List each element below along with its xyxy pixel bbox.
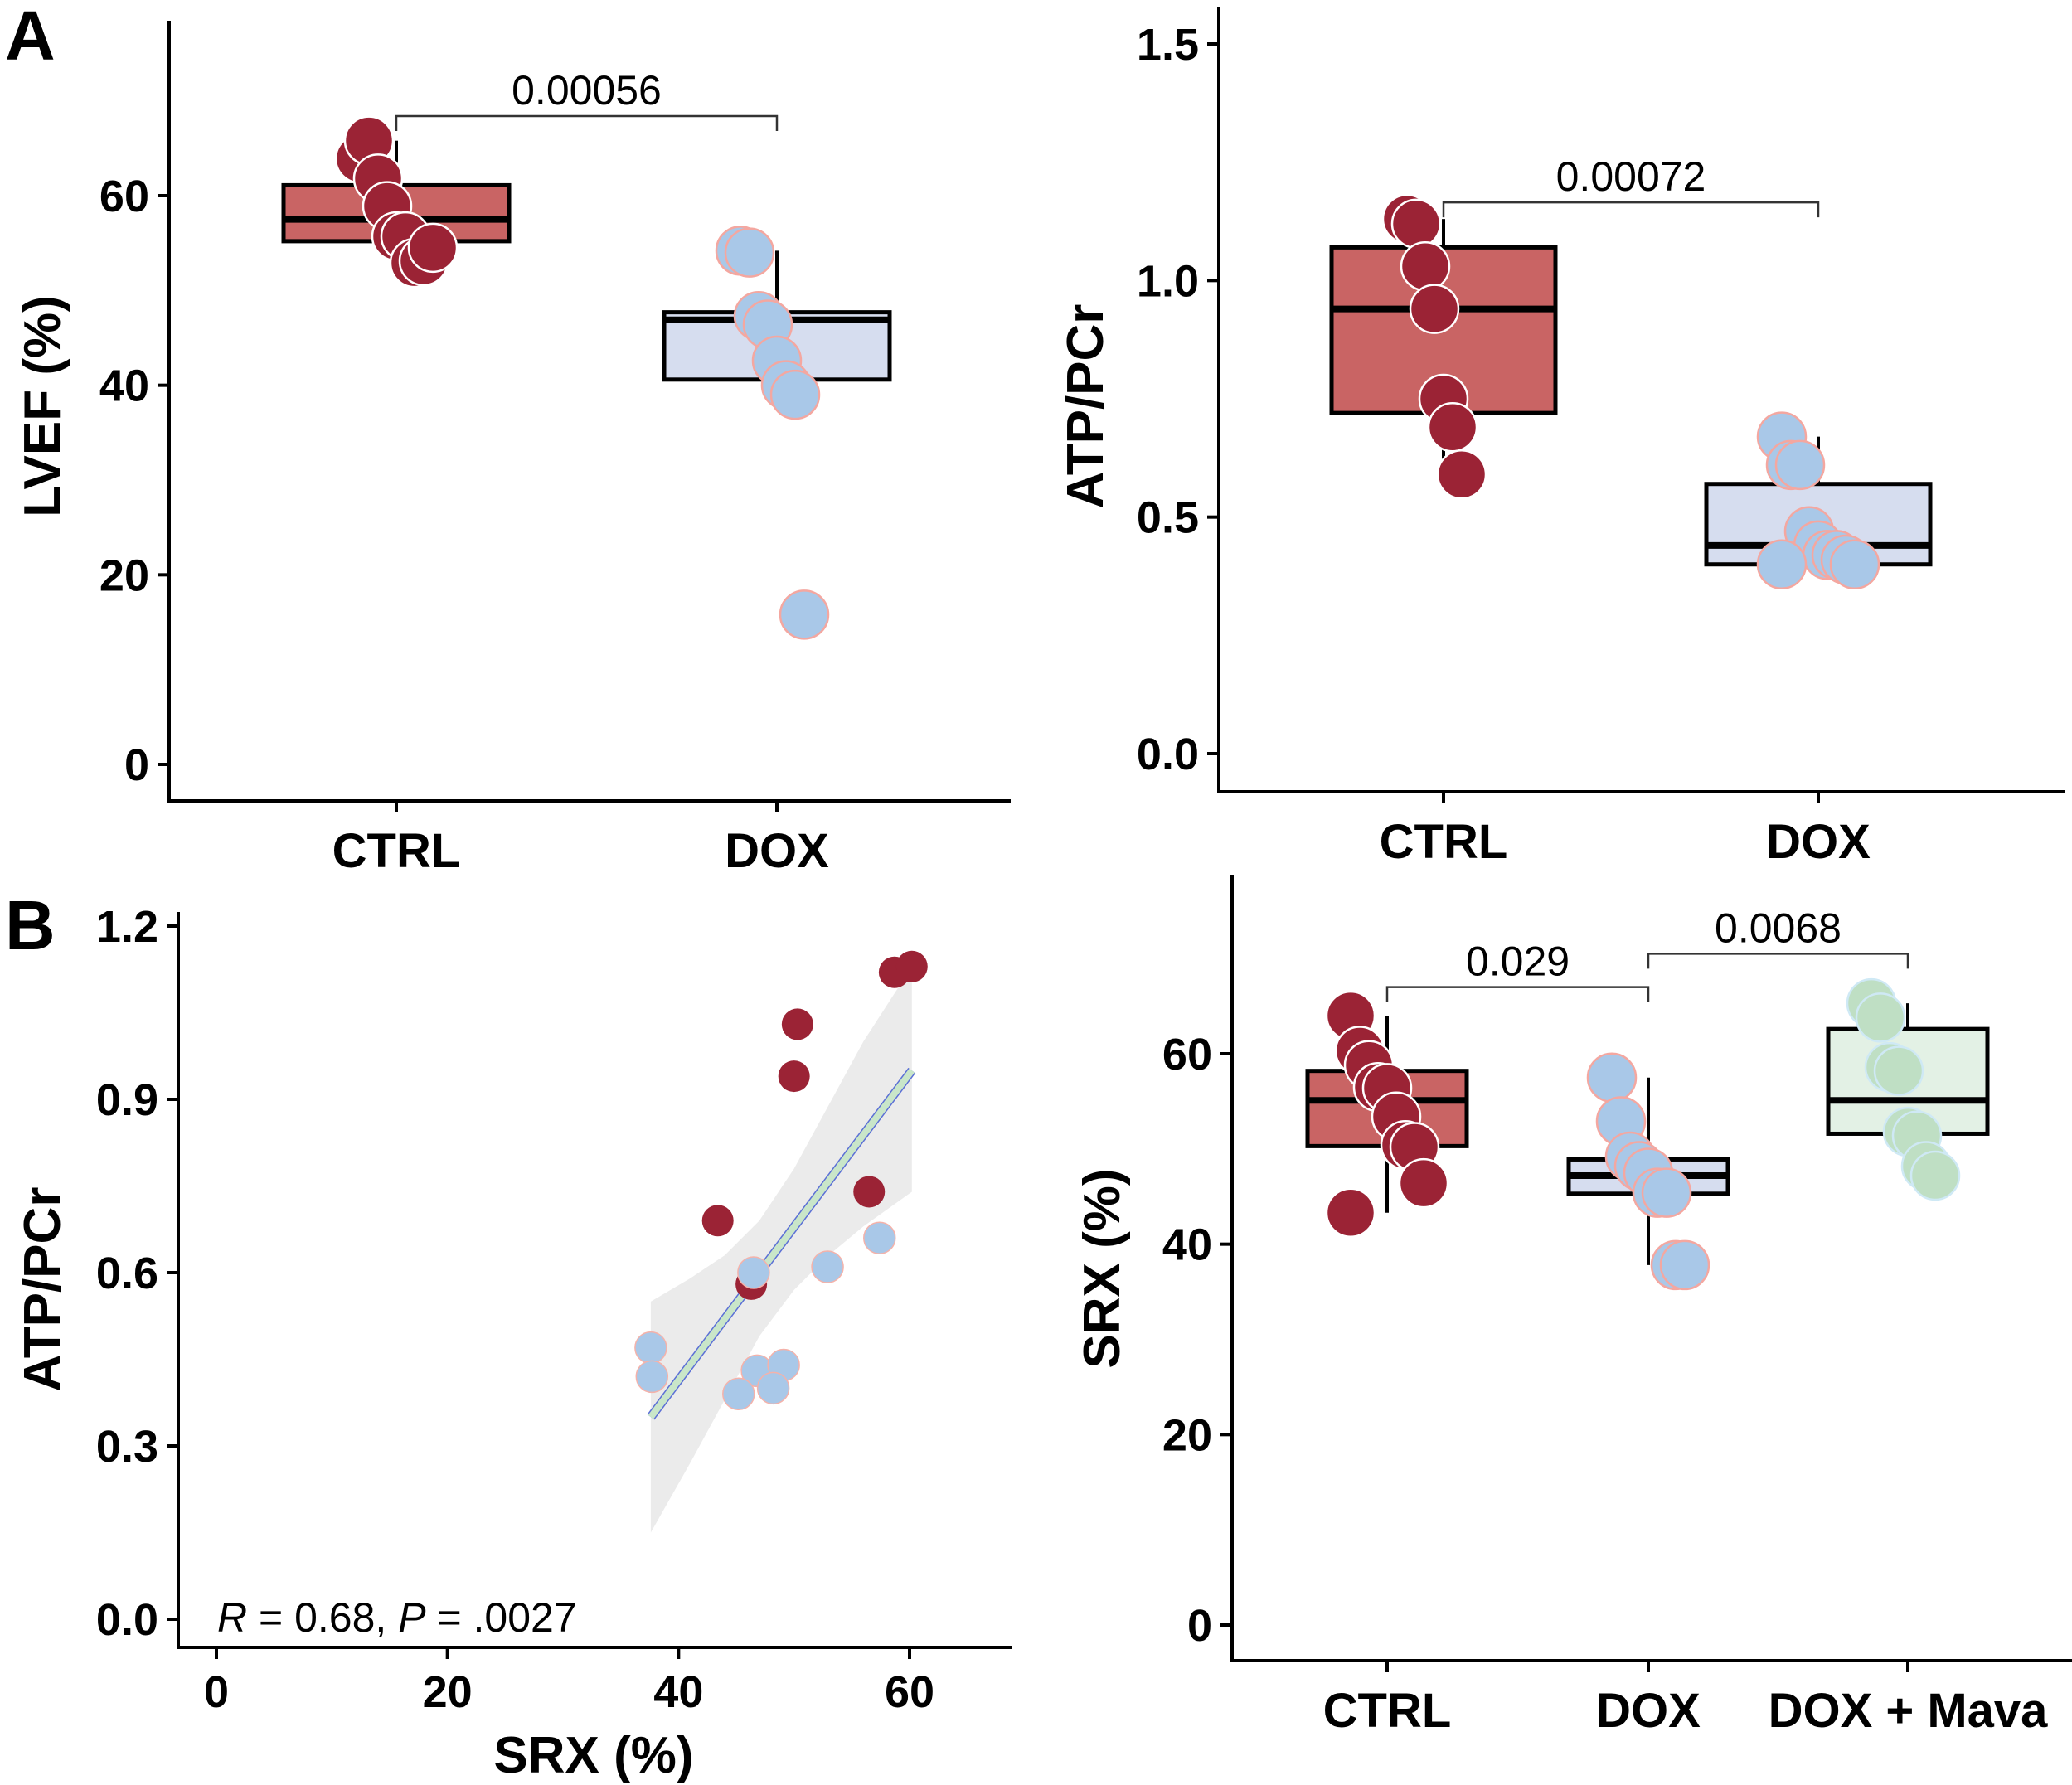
y-axis-title: ATP/PCr xyxy=(14,1187,71,1392)
scatter-point-dox xyxy=(722,1377,755,1411)
scatter-point-dox xyxy=(634,1331,667,1365)
x-tick-label: DOX + Mava xyxy=(1769,1684,2049,1738)
y-tick-label: 20 xyxy=(99,551,149,600)
y-axis-title: ATP/PCr xyxy=(1057,304,1114,509)
x-tick-label: 0 xyxy=(204,1667,229,1717)
data-point xyxy=(1427,401,1478,453)
significance-bracket xyxy=(395,114,779,131)
data-point xyxy=(1390,198,1442,250)
correlation-annotation: R = 0.68, P = .0027 xyxy=(217,1594,577,1641)
data-point xyxy=(1855,992,1906,1043)
p-value-label: 0.029 xyxy=(1466,939,1570,985)
annotation-r-label: R xyxy=(217,1594,247,1641)
y-tick-label: 1.5 xyxy=(1137,20,1199,70)
y-tick-label: 0.9 xyxy=(96,1075,158,1125)
data-point xyxy=(1774,439,1826,491)
y-tick-label: 0.0 xyxy=(1137,730,1199,779)
srx-atp-scatter: 0.0 0.3 0.6 0.9 1.2 0 20 40 60 SRX (%) ATP/PCr R = … xyxy=(14,902,1012,1784)
data-point xyxy=(1873,1045,1924,1096)
atp-pcr-boxplot: 0.0 0.5 1.0 1.5 ATP/PCr CTRL DOX 0.00072 xyxy=(1057,7,2065,869)
y-tick-label: 1.2 xyxy=(96,902,158,952)
data-point xyxy=(1586,1052,1638,1103)
data-point xyxy=(779,589,830,640)
scatter-point-dox xyxy=(635,1360,669,1394)
data-point xyxy=(1756,539,1808,589)
y-tick-label: 0.5 xyxy=(1137,493,1199,543)
x-tick-label: 40 xyxy=(653,1667,703,1717)
y-axis-title: SRX (%) xyxy=(1074,1168,1131,1368)
panel-label-b: B xyxy=(5,886,56,964)
y-tick-label: 0 xyxy=(124,740,149,790)
annotation-r-text: = 0.68, xyxy=(247,1594,398,1641)
regression-line xyxy=(648,1068,915,1419)
data-point xyxy=(1400,240,1451,292)
significance-bracket xyxy=(1385,986,1650,1002)
scatter-point-dox xyxy=(737,1256,770,1289)
y-tick-label: 60 xyxy=(1162,1030,1212,1079)
y-tick-label: 0.3 xyxy=(96,1422,158,1472)
data-point xyxy=(1641,1167,1692,1218)
scatter-point-ctrl xyxy=(895,950,928,982)
y-tick-label: 60 xyxy=(99,172,149,221)
data-point xyxy=(1325,1187,1376,1239)
data-point xyxy=(724,227,775,278)
scatter-point-ctrl xyxy=(778,1060,810,1093)
scatter-point-ctrl xyxy=(781,1008,813,1040)
significance-bracket xyxy=(1442,201,1820,218)
x-tick-label: DOX xyxy=(1596,1684,1701,1738)
annotation-p-label: P xyxy=(398,1594,426,1641)
scatter-point-dox xyxy=(863,1221,896,1254)
y-tick-label: 40 xyxy=(99,361,149,411)
panel-label-a: A xyxy=(5,0,56,75)
lvef-boxplot: 0 20 40 60 LVEF (%) CTRL DOX 0.00056 xyxy=(14,21,1011,878)
data-point xyxy=(1829,539,1880,589)
data-point xyxy=(1909,1150,1961,1201)
p-value-label: 0.00072 xyxy=(1556,153,1706,200)
y-tick-label: 0.6 xyxy=(96,1249,158,1298)
data-point xyxy=(1436,449,1487,500)
x-tick-label: CTRL xyxy=(1380,815,1508,869)
scatter-point-dox xyxy=(811,1250,844,1283)
y-tick-label: 0.0 xyxy=(96,1595,158,1645)
y-tick-label: 1.0 xyxy=(1137,256,1199,306)
srx-boxplot: 0 20 40 60 SRX (%) CTRL DOX DOX + Mava 0.029 0.00… xyxy=(1074,875,2072,1738)
data-point xyxy=(407,222,459,274)
x-tick-label: DOX xyxy=(725,824,829,878)
p-value-label: 0.0068 xyxy=(1715,905,1842,951)
x-tick-label: 60 xyxy=(885,1667,934,1717)
significance-bracket xyxy=(1647,953,1909,969)
data-point xyxy=(1398,1157,1449,1209)
y-tick-label: 40 xyxy=(1162,1220,1212,1270)
scatter-point-ctrl xyxy=(701,1205,734,1237)
y-tick-label: 0 xyxy=(1187,1601,1212,1651)
data-point xyxy=(1409,284,1460,334)
x-axis-title: SRX (%) xyxy=(493,1727,693,1784)
y-tick-label: 20 xyxy=(1162,1410,1212,1460)
x-tick-label: 20 xyxy=(423,1667,473,1717)
y-axis-title: LVEF (%) xyxy=(14,295,71,517)
x-tick-label: CTRL xyxy=(332,824,461,878)
box-dox-mava xyxy=(1826,1026,1990,1136)
annotation-p-text: = .0027 xyxy=(426,1594,577,1641)
scatter-point-ctrl xyxy=(853,1176,886,1208)
p-value-label: 0.00056 xyxy=(512,67,662,114)
x-tick-label: CTRL xyxy=(1323,1684,1452,1738)
scatter-point-dox xyxy=(756,1371,790,1405)
x-tick-label: DOX xyxy=(1766,815,1871,869)
data-point xyxy=(769,369,821,420)
data-point xyxy=(1659,1239,1710,1291)
